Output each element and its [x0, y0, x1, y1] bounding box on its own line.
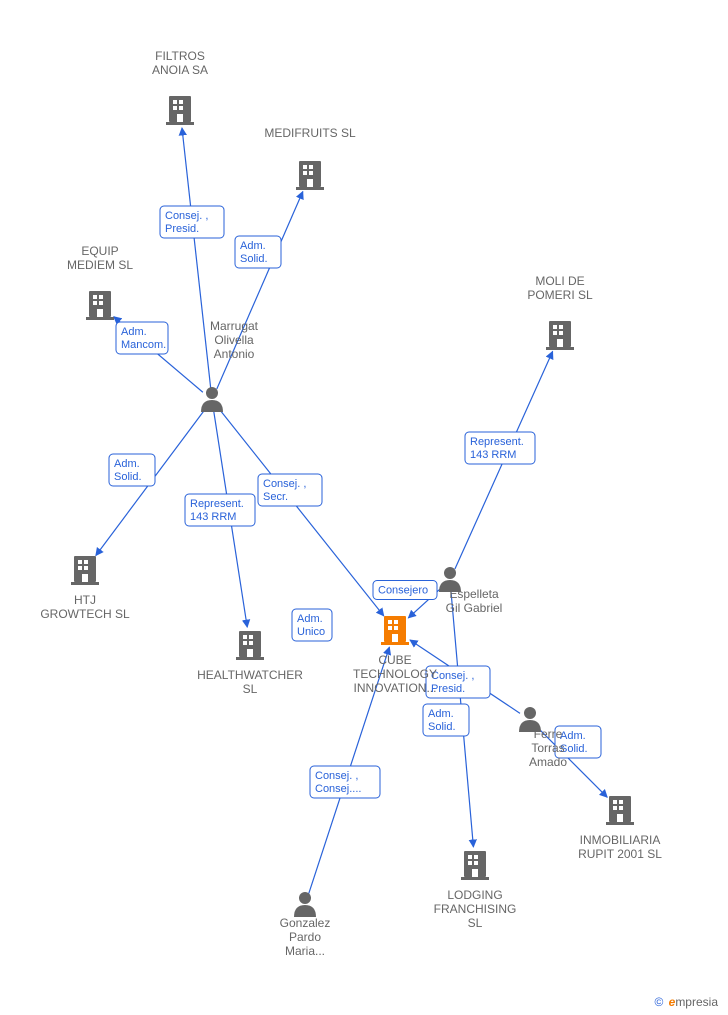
company-node-inmobiliaria[interactable]: INMOBILIARIARUPIT 2001 SL — [578, 796, 662, 861]
edge-label-text: Consej. , — [315, 770, 358, 782]
building-icon — [86, 291, 114, 320]
node-label: Antonio — [214, 347, 255, 361]
edge-label-text: Solid. — [114, 471, 142, 483]
edge-label-text: Consejero — [378, 585, 428, 597]
company-node-medifruits[interactable]: MEDIFRUITS SL — [264, 126, 356, 190]
node-label: CUBE — [378, 653, 411, 667]
person-node-marrugat[interactable]: MarrugatOlivellaAntonio — [201, 319, 259, 412]
edge-marrugat-filtros — [182, 128, 211, 388]
node-label: Gonzalez — [280, 916, 331, 930]
edge-label-text: Presid. — [165, 223, 199, 235]
node-label: GROWTECH SL — [40, 607, 130, 621]
footer-branding: © empresia — [654, 995, 718, 1009]
company-node-filtros[interactable]: FILTROSANOIA SA — [152, 49, 208, 125]
brand-logo-rest: mpresia — [675, 995, 718, 1009]
node-label: Amado — [529, 755, 567, 769]
node-label: SL — [243, 682, 258, 696]
node-label: MEDIEM SL — [67, 258, 133, 272]
node-label: Espelleta — [449, 587, 499, 601]
node-label: TECHNOLOGY — [353, 667, 437, 681]
node-label: SL — [468, 916, 483, 930]
node-label: Pardo — [289, 930, 321, 944]
edge-label-text: Consej.... — [315, 783, 361, 795]
building-icon — [71, 556, 99, 585]
edge-label-text: Represent. — [470, 436, 524, 448]
edge-label-text: Consej. , — [165, 210, 208, 222]
company-node-cube[interactable]: CUBETECHNOLOGYINNOVATION... — [353, 616, 437, 695]
building-icon — [296, 161, 324, 190]
edge-label-text: Unico — [297, 626, 325, 638]
network-diagram: Consej. ,Presid.Adm.Solid.Adm.Mancom.Adm… — [0, 0, 728, 1015]
edge-label-text: Consej. , — [431, 670, 474, 682]
edge-label-text: 143 RRM — [470, 449, 516, 461]
edge-label-text: Secr. — [263, 491, 288, 503]
node-label: EQUIP — [81, 244, 118, 258]
node-label: MOLI DE — [535, 274, 584, 288]
company-node-equip[interactable]: EQUIPMEDIEM SL — [67, 244, 133, 320]
person-node-gonzalez[interactable]: GonzalezPardoMaria... — [280, 892, 331, 958]
company-node-healthwatcher[interactable]: HEALTHWATCHERSL — [197, 631, 303, 696]
node-label: FRANCHISING — [434, 902, 517, 916]
node-label: HTJ — [74, 593, 96, 607]
building-icon — [381, 616, 409, 645]
node-label: POMERI SL — [527, 288, 593, 302]
edge-label-text: Adm. — [114, 458, 140, 470]
edge-label-text: Adm. — [240, 240, 266, 252]
building-icon — [166, 96, 194, 125]
node-label: RUPIT 2001 SL — [578, 847, 662, 861]
building-icon — [461, 851, 489, 880]
edge-label-text: Adm. — [297, 613, 323, 625]
node-label: Gil Gabriel — [446, 601, 503, 615]
copyright-symbol: © — [654, 995, 663, 1009]
node-label: MEDIFRUITS SL — [264, 126, 356, 140]
node-label: Olivella — [214, 333, 254, 347]
node-label: INNOVATION... — [354, 681, 437, 695]
company-node-lodging[interactable]: LODGINGFRANCHISINGSL — [434, 851, 517, 930]
edge-label-text: 143 RRM — [190, 511, 236, 523]
building-icon — [236, 631, 264, 660]
node-label: Torras — [531, 741, 564, 755]
node-label: FILTROS — [155, 49, 205, 63]
edge-label-text: Solid. — [428, 721, 456, 733]
building-icon — [606, 796, 634, 825]
node-label: ANOIA SA — [152, 63, 208, 77]
edge-label-text: Adm. — [428, 708, 454, 720]
edge-label-text: Represent. — [190, 498, 244, 510]
person-node-espelleta[interactable]: EspelletaGil Gabriel — [439, 567, 502, 615]
company-node-moli[interactable]: MOLI DEPOMERI SL — [527, 274, 593, 350]
person-icon — [201, 387, 223, 412]
building-icon — [546, 321, 574, 350]
edge-label-text: Adm. — [121, 326, 147, 338]
person-node-ferre[interactable]: FerreTorrasAmado — [519, 707, 567, 769]
edge-label-text: Solid. — [240, 253, 268, 265]
person-icon — [294, 892, 316, 917]
edge-label-text: Consej. , — [263, 478, 306, 490]
edge-label-text: Mancom. — [121, 339, 166, 351]
node-label: INMOBILIARIA — [580, 833, 661, 847]
node-label: LODGING — [447, 888, 502, 902]
node-label: Maria... — [285, 944, 325, 958]
node-label: Ferre — [534, 727, 563, 741]
node-label: Marrugat — [210, 319, 259, 333]
company-node-htj[interactable]: HTJGROWTECH SL — [40, 556, 130, 621]
node-label: HEALTHWATCHER — [197, 668, 303, 682]
